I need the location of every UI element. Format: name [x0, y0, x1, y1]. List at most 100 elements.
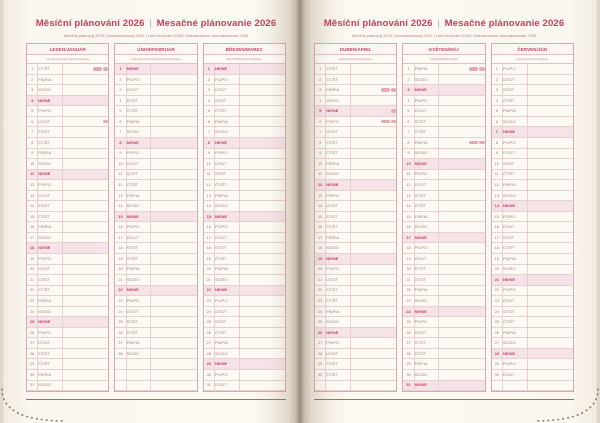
day-note-field[interactable]: [239, 126, 285, 138]
day-note-field[interactable]: [62, 116, 109, 128]
day-note-field[interactable]: [239, 190, 285, 202]
day-note-field[interactable]: [438, 64, 485, 75]
day-note-field[interactable]: [150, 306, 197, 318]
day-note-field[interactable]: [239, 295, 285, 307]
day-note-field[interactable]: [350, 116, 397, 128]
day-note-field[interactable]: [350, 348, 397, 360]
day-note-field[interactable]: [62, 253, 109, 265]
day-note-field[interactable]: [350, 264, 397, 276]
day-note-field[interactable]: [62, 179, 109, 191]
day-note-field[interactable]: [62, 295, 109, 307]
day-note-field[interactable]: [350, 190, 397, 202]
day-note-field[interactable]: [239, 242, 285, 254]
day-note-field[interactable]: [350, 253, 397, 265]
day-note-field[interactable]: [62, 74, 109, 86]
day-note-field[interactable]: [62, 95, 109, 107]
day-note-field[interactable]: [527, 84, 573, 96]
day-note-field[interactable]: [527, 95, 573, 107]
day-note-field[interactable]: [527, 200, 573, 212]
day-note-field[interactable]: [239, 253, 285, 265]
day-note-field[interactable]: [527, 158, 573, 170]
day-note-field[interactable]: [150, 285, 197, 297]
day-note-field[interactable]: [150, 274, 197, 286]
day-note-field[interactable]: [527, 316, 573, 328]
day-note-field[interactable]: [150, 179, 197, 191]
day-note-field[interactable]: [239, 327, 285, 339]
day-note-field[interactable]: [62, 221, 109, 233]
day-note-field[interactable]: [350, 137, 397, 149]
day-note-field[interactable]: [62, 232, 109, 244]
day-note-field[interactable]: [438, 348, 485, 360]
day-note-field[interactable]: [150, 200, 197, 212]
day-note-field[interactable]: [438, 221, 485, 233]
day-note-field[interactable]: [62, 306, 109, 318]
day-note-field[interactable]: [350, 74, 397, 86]
day-note-field[interactable]: [150, 190, 197, 202]
day-note-field[interactable]: [150, 358, 197, 370]
day-note-field[interactable]: [150, 369, 197, 381]
day-note-field[interactable]: [438, 369, 485, 381]
day-note-field[interactable]: [150, 337, 197, 349]
day-note-field[interactable]: [62, 211, 109, 223]
day-note-field[interactable]: [62, 327, 109, 339]
day-note-field[interactable]: [150, 148, 197, 160]
day-note-field[interactable]: [239, 148, 285, 160]
day-note-field[interactable]: [527, 179, 573, 191]
day-note-field[interactable]: [438, 295, 485, 307]
day-note-field[interactable]: [527, 369, 573, 381]
day-note-field[interactable]: [527, 242, 573, 254]
day-note-field[interactable]: [150, 169, 197, 181]
day-note-field[interactable]: [438, 264, 485, 276]
day-note-field[interactable]: [350, 95, 397, 107]
day-note-field[interactable]: [239, 211, 285, 223]
day-note-field[interactable]: [527, 253, 573, 265]
day-note-field[interactable]: [527, 126, 573, 138]
day-note-field[interactable]: [62, 137, 109, 149]
day-note-field[interactable]: [527, 148, 573, 160]
day-note-field[interactable]: [150, 221, 197, 233]
day-note-field[interactable]: [438, 285, 485, 297]
day-note-field[interactable]: [239, 358, 285, 370]
day-note-field[interactable]: [150, 95, 197, 107]
day-note-field[interactable]: [62, 64, 109, 75]
day-note-field[interactable]: [62, 126, 109, 138]
day-note-field[interactable]: [438, 105, 485, 117]
day-note-field[interactable]: [239, 274, 285, 286]
day-note-field[interactable]: [239, 116, 285, 128]
day-note-field[interactable]: [239, 200, 285, 212]
day-note-field[interactable]: [438, 200, 485, 212]
day-note-field[interactable]: [150, 158, 197, 170]
day-note-field[interactable]: [438, 169, 485, 181]
day-note-field[interactable]: [527, 116, 573, 128]
day-note-field[interactable]: [527, 306, 573, 318]
day-note-field[interactable]: [438, 337, 485, 349]
day-note-field[interactable]: [62, 105, 109, 117]
day-note-field[interactable]: [438, 327, 485, 339]
day-note-field[interactable]: [62, 169, 109, 181]
day-note-field[interactable]: [150, 74, 197, 86]
day-note-field[interactable]: [150, 242, 197, 254]
day-note-field[interactable]: [527, 190, 573, 202]
day-note-field[interactable]: [150, 116, 197, 128]
day-note-field[interactable]: [438, 158, 485, 170]
day-note-field[interactable]: [239, 64, 285, 75]
day-note-field[interactable]: [239, 285, 285, 297]
day-note-field[interactable]: [62, 316, 109, 328]
day-note-field[interactable]: [350, 105, 397, 117]
day-note-field[interactable]: [62, 264, 109, 276]
day-note-field[interactable]: [239, 380, 285, 392]
day-note-field[interactable]: [239, 221, 285, 233]
day-note-field[interactable]: [239, 137, 285, 149]
day-note-field[interactable]: [438, 95, 485, 107]
day-note-field[interactable]: [438, 74, 485, 86]
day-note-field[interactable]: [438, 306, 485, 318]
day-note-field[interactable]: [239, 306, 285, 318]
day-note-field[interactable]: [62, 84, 109, 96]
day-note-field[interactable]: [438, 84, 485, 96]
day-note-field[interactable]: [350, 327, 397, 339]
day-note-field[interactable]: [438, 253, 485, 265]
day-note-field[interactable]: [438, 232, 485, 244]
day-note-field[interactable]: [239, 337, 285, 349]
day-note-field[interactable]: [239, 264, 285, 276]
day-note-field[interactable]: [62, 348, 109, 360]
